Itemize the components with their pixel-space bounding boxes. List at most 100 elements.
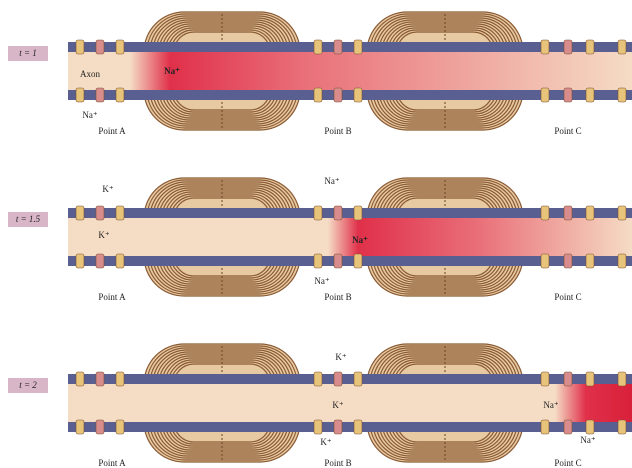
ion-label: K⁺ [335, 352, 346, 362]
ion-channel [353, 205, 363, 221]
ion-channel [353, 39, 363, 55]
ion-channel [333, 253, 343, 269]
ion-channel [353, 371, 363, 387]
ion-channel [617, 253, 627, 269]
ion-channel [540, 253, 550, 269]
time-label: t = 2 [19, 380, 37, 390]
ion-label: Na⁺ [164, 66, 180, 76]
ion-channel [353, 253, 363, 269]
ion-label: K⁺ [332, 400, 343, 410]
ion-channel [75, 419, 85, 435]
point-label: Point C [554, 292, 581, 302]
time-label-box [8, 46, 48, 61]
membrane [68, 422, 632, 432]
ion-channel [353, 419, 363, 435]
ion-label: K⁺ [102, 184, 113, 194]
ion-channel [95, 253, 105, 269]
ion-channel [540, 39, 550, 55]
point-label: Point A [98, 292, 126, 302]
axon-interior [68, 384, 632, 422]
time-label: t = 1.5 [16, 214, 41, 224]
ion-channel [75, 39, 85, 55]
ion-channel [585, 253, 595, 269]
point-label: Point A [98, 458, 126, 468]
ion-channel [617, 419, 627, 435]
time-label-box [8, 212, 48, 227]
ion-channel [313, 371, 323, 387]
ion-channel [540, 371, 550, 387]
ion-channel [313, 253, 323, 269]
time-label-box [8, 378, 48, 393]
ion-channel [563, 205, 573, 221]
ion-channel [617, 371, 627, 387]
panel: t = 1.5 K⁺ K⁺ Na⁺ Na⁺ Na⁺ Point A Point B Point … [8, 176, 632, 302]
membrane [68, 208, 632, 218]
depolarization [130, 52, 632, 90]
point-label: Point C [554, 126, 581, 136]
ion-label: Na⁺ [324, 176, 339, 186]
ion-channel [333, 205, 343, 221]
membrane [68, 42, 632, 52]
point-label: Point B [324, 126, 351, 136]
ion-channel [540, 205, 550, 221]
ion-channel [75, 205, 85, 221]
ion-channel [617, 87, 627, 103]
ion-channel [115, 205, 125, 221]
ion-channel [75, 87, 85, 103]
ion-label: K⁺ [320, 437, 331, 447]
ion-channel [95, 371, 105, 387]
depolarization [328, 218, 632, 256]
ion-channel [313, 419, 323, 435]
ion-channel [115, 253, 125, 269]
ion-channel [585, 87, 595, 103]
ion-channel [585, 419, 595, 435]
ion-channel [585, 371, 595, 387]
depolarization [555, 384, 632, 422]
ion-label: Na⁺ [543, 400, 558, 410]
ion-channel [95, 419, 105, 435]
ion-channel [333, 419, 343, 435]
membrane [68, 374, 632, 384]
ion-channel [563, 39, 573, 55]
ion-channel [333, 39, 343, 55]
ion-channel [95, 87, 105, 103]
ion-channel [75, 371, 85, 387]
ion-channel [75, 253, 85, 269]
ion-channel [563, 253, 573, 269]
ion-channel [333, 371, 343, 387]
ion-channel [95, 205, 105, 221]
ion-channel [353, 87, 363, 103]
point-label: Point C [554, 458, 581, 468]
time-label: t = 1 [19, 48, 37, 58]
ion-channel [585, 205, 595, 221]
ion-channel [95, 39, 105, 55]
ion-channel [585, 39, 595, 55]
axon-label: Axon [80, 69, 100, 79]
ion-channel [333, 87, 343, 103]
ion-channel [115, 419, 125, 435]
ion-channel [563, 87, 573, 103]
membrane [68, 256, 632, 266]
ion-channel [115, 87, 125, 103]
ion-channel [540, 419, 550, 435]
ion-label: Na⁺ [352, 235, 368, 245]
ion-channel [115, 39, 125, 55]
ion-label: Na⁺ [314, 276, 329, 286]
ion-channel [617, 39, 627, 55]
ion-channel [563, 371, 573, 387]
ion-channel [115, 371, 125, 387]
ion-label: Na⁺ [580, 435, 595, 445]
ion-label: K⁺ [98, 230, 109, 240]
ion-label: Na⁺ [82, 110, 97, 120]
point-label: Point B [324, 458, 351, 468]
panel: t = 2 K⁺ K⁺ K⁺ Na⁺ Na⁺ Point A Point B Point C [8, 343, 632, 468]
point-label: Point A [98, 126, 126, 136]
ion-channel [563, 419, 573, 435]
ion-channel [313, 205, 323, 221]
ion-channel [617, 205, 627, 221]
membrane [68, 90, 632, 100]
ion-channel [313, 39, 323, 55]
ion-channel [313, 87, 323, 103]
